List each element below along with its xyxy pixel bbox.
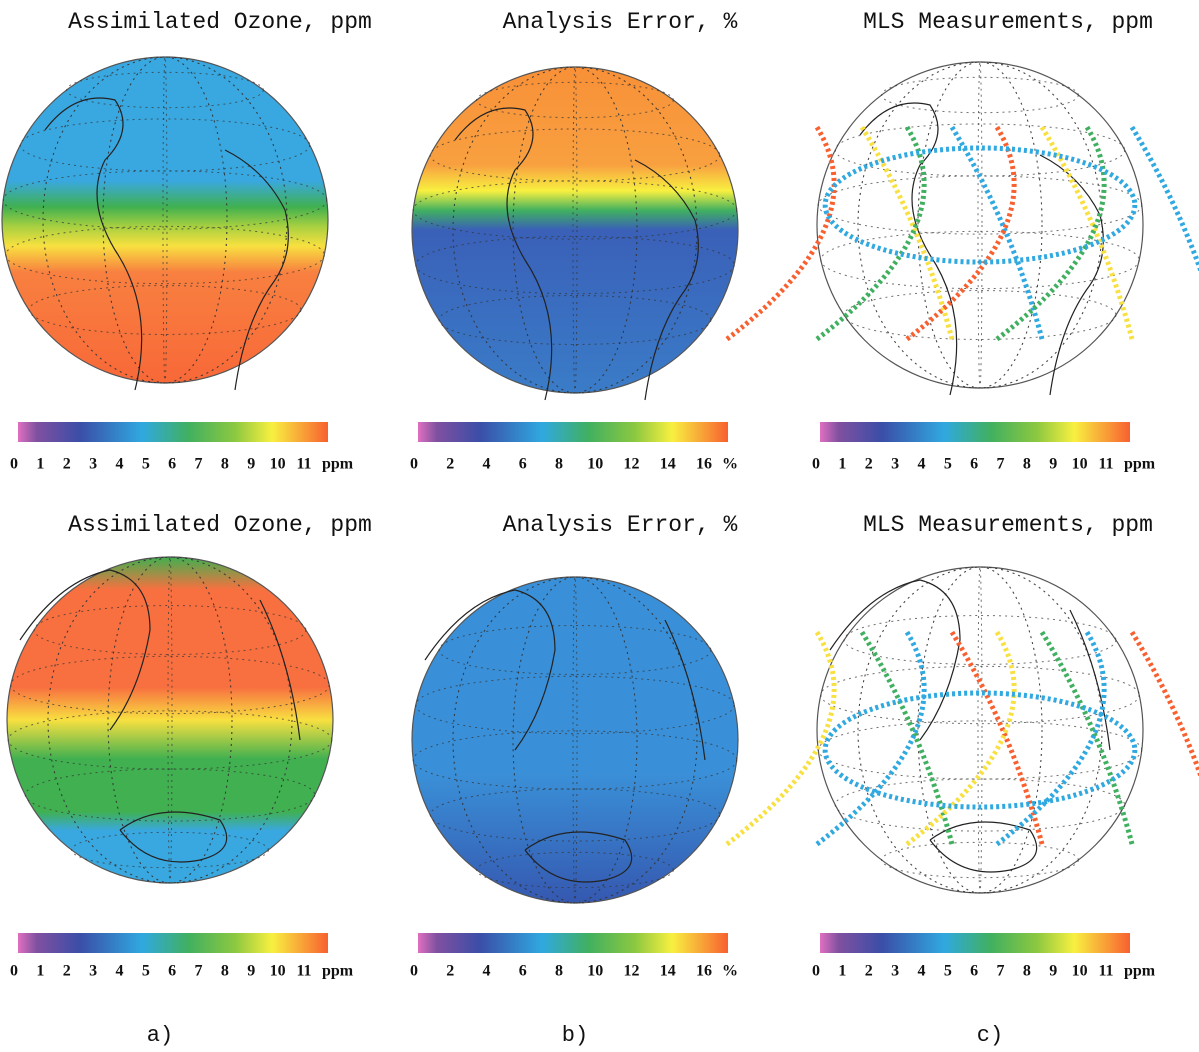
- colorbar: [820, 933, 1130, 953]
- colorbar-tick-label: 4: [483, 456, 491, 473]
- colorbar-tick-label: 0: [410, 963, 418, 980]
- colorbar-tick-label: 12: [624, 963, 640, 980]
- colorbar-tick-label: 5: [944, 963, 952, 980]
- colorbar-tick-label: 1: [838, 456, 846, 473]
- colorbar-tick-label: 3: [89, 456, 97, 473]
- globe-disk: [2, 57, 328, 383]
- colorbar-tick-label: 2: [446, 456, 454, 473]
- colorbar-tick-label: 9: [1049, 963, 1057, 980]
- globe-disk: [412, 577, 738, 903]
- colorbar-tick-label: 6: [168, 963, 176, 980]
- colorbar-tick-label: 11: [1098, 963, 1113, 980]
- colorbar-tick-label: 5: [142, 456, 150, 473]
- panel-title: MLS Measurements, ppm: [863, 9, 1153, 35]
- colorbar-tick-label: 8: [221, 963, 229, 980]
- colorbar-tick-label: 12: [624, 456, 640, 473]
- globe: [412, 67, 738, 400]
- colorbar-tick-label: 6: [970, 963, 978, 980]
- colorbar-unit: ppm: [1124, 456, 1156, 473]
- colorbar-tick-label: 14: [660, 963, 676, 980]
- colorbar: [418, 422, 728, 442]
- panel-title: MLS Measurements, ppm: [863, 512, 1153, 538]
- panel-title: Assimilated Ozone, ppm: [68, 512, 372, 538]
- colorbar-tick-label: 0: [10, 963, 18, 980]
- colorbar-unit: ppm: [1124, 963, 1156, 980]
- colorbar-tick-label: 4: [115, 456, 123, 473]
- colorbar-tick-label: 4: [917, 963, 925, 980]
- colorbar-tick-label: 2: [446, 963, 454, 980]
- colorbar-tick-label: 10: [270, 963, 286, 980]
- colorbar-tick-label: 4: [917, 456, 925, 473]
- colorbar-tick-label: 10: [270, 456, 286, 473]
- globe: [412, 577, 738, 903]
- colorbar-tick-label: 3: [89, 963, 97, 980]
- colorbar-tick-label: 5: [944, 456, 952, 473]
- globe: [727, 567, 1199, 893]
- colorbar-tick-label: 4: [483, 963, 491, 980]
- colorbar-tick-label: 2: [865, 456, 873, 473]
- colorbar-tick-label: 1: [36, 963, 44, 980]
- colorbar-tick-label: 2: [865, 963, 873, 980]
- colorbar-tick-label: 10: [1072, 456, 1088, 473]
- colorbar-tick-label: 6: [519, 456, 527, 473]
- colorbar-tick-label: 5: [142, 963, 150, 980]
- colorbar-tick-label: 10: [587, 456, 603, 473]
- globe: [7, 557, 333, 883]
- colorbar-tick-label: 0: [812, 456, 820, 473]
- colorbar-tick-label: 9: [247, 963, 255, 980]
- colorbar-unit: ppm: [322, 456, 354, 473]
- colorbar-tick-label: 10: [1072, 963, 1088, 980]
- colorbar-tick-label: 0: [812, 963, 820, 980]
- colorbar: [418, 933, 728, 953]
- colorbar-unit: ppm: [322, 963, 354, 980]
- colorbar: [820, 422, 1130, 442]
- colorbar-tick-label: 1: [36, 456, 44, 473]
- colorbar-tick-label: 2: [63, 456, 71, 473]
- colorbar-tick-label: 11: [296, 963, 311, 980]
- colorbar: [18, 933, 328, 953]
- colorbar-tick-label: 14: [660, 456, 676, 473]
- colorbar-tick-label: 7: [195, 456, 203, 473]
- colorbar-unit: %: [722, 963, 738, 980]
- colorbar-tick-label: 10: [587, 963, 603, 980]
- colorbar-tick-label: 1: [838, 963, 846, 980]
- colorbar-tick-label: 7: [997, 456, 1005, 473]
- panel-title: Analysis Error, %: [503, 512, 738, 538]
- colorbar-unit: %: [722, 456, 738, 473]
- colorbar-tick-label: 2: [63, 963, 71, 980]
- colorbar-tick-label: 9: [1049, 456, 1057, 473]
- panel-label: c): [977, 1023, 1003, 1048]
- colorbar-tick-label: 8: [555, 963, 563, 980]
- colorbar-tick-label: 7: [997, 963, 1005, 980]
- colorbar-tick-label: 7: [195, 963, 203, 980]
- colorbar-tick-label: 8: [1023, 963, 1031, 980]
- panel-title: Assimilated Ozone, ppm: [68, 9, 372, 35]
- panel-label: a): [147, 1023, 173, 1048]
- globe-disk: [412, 67, 738, 393]
- colorbar-tick-label: 3: [891, 456, 899, 473]
- colorbar-tick-label: 8: [221, 456, 229, 473]
- colorbar-tick-label: 6: [519, 963, 527, 980]
- colorbar-tick-label: 0: [10, 456, 18, 473]
- globe: [727, 62, 1199, 395]
- colorbar-tick-label: 11: [1098, 456, 1113, 473]
- colorbar-tick-label: 0: [410, 456, 418, 473]
- colorbar-tick-label: 6: [970, 456, 978, 473]
- globe-disk: [7, 557, 333, 883]
- colorbar-tick-label: 8: [555, 456, 563, 473]
- panel-title: Analysis Error, %: [503, 9, 738, 35]
- globe: [2, 57, 328, 390]
- colorbar-tick-label: 6: [168, 456, 176, 473]
- colorbar-tick-label: 3: [891, 963, 899, 980]
- panel-label: b): [562, 1023, 588, 1048]
- colorbar-tick-label: 16: [696, 963, 712, 980]
- colorbar: [18, 422, 328, 442]
- colorbar-tick-label: 4: [115, 963, 123, 980]
- colorbar-tick-label: 8: [1023, 456, 1031, 473]
- colorbar-tick-label: 11: [296, 456, 311, 473]
- colorbar-tick-label: 16: [696, 456, 712, 473]
- figure: Assimilated Ozone, ppm01234567891011ppmA…: [0, 0, 1199, 1052]
- colorbar-tick-label: 9: [247, 456, 255, 473]
